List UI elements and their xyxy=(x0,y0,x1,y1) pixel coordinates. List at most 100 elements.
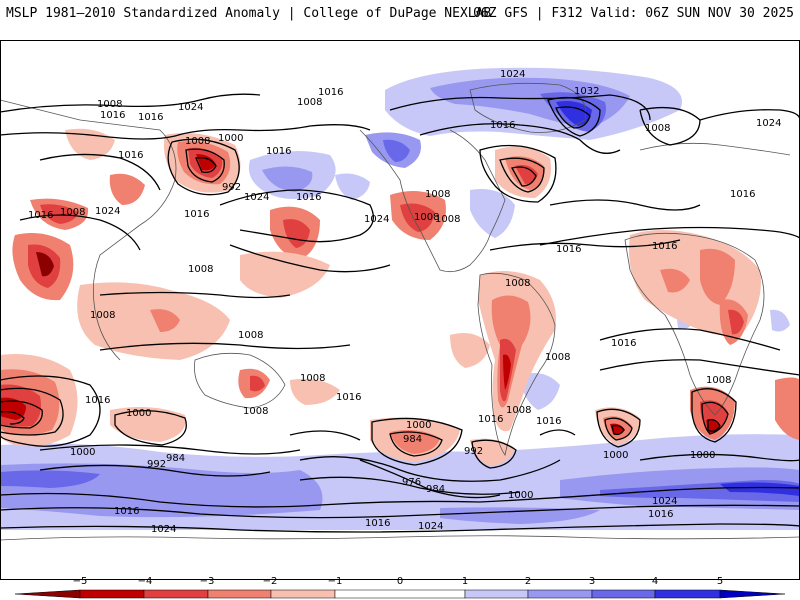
coastlines xyxy=(0,82,800,541)
colorbar-ticks: −5 −4 −3 −2 −1 0 1 2 3 4 5 xyxy=(73,576,724,587)
colorbar-tick-label: −2 xyxy=(263,576,278,587)
isobar-label: 1024 xyxy=(500,69,525,80)
isobar-label: 1016 xyxy=(611,338,636,349)
isobar-label: 1024 xyxy=(244,192,269,203)
isobar-label: 1000 xyxy=(70,447,95,458)
isobar-label: 1008 xyxy=(300,373,325,384)
colorbar-tick-label: −5 xyxy=(73,576,88,587)
isobar-label: 1016 xyxy=(556,244,581,255)
isobar-label: 1008 xyxy=(188,264,213,275)
isobar-label: 1008 xyxy=(706,375,731,386)
colorbar-swatch xyxy=(143,589,209,599)
isobar-label: 1024 xyxy=(756,118,781,129)
south-america-coastline xyxy=(477,272,556,456)
colorbar-tick-label: 0 xyxy=(397,576,403,587)
isobar-label: 1024 xyxy=(652,496,677,507)
isobar-label: 1000 xyxy=(406,420,431,431)
colorbar: −5 −4 −3 −2 −1 0 1 2 3 4 5 xyxy=(14,576,786,599)
isobar-label: 1024 xyxy=(151,524,176,535)
colorbar-swatch xyxy=(527,589,593,599)
colorbar-swatch xyxy=(334,589,466,599)
isobar-label: 992 xyxy=(222,182,241,193)
isobar-label: 1016 xyxy=(336,392,361,403)
isobar-label: 1016 xyxy=(478,414,503,425)
isobar-label: 1016 xyxy=(648,509,673,520)
isobar-label: 1016 xyxy=(85,395,110,406)
isobar-label: 984 xyxy=(166,453,185,464)
isobar-label: 1024 xyxy=(418,521,443,532)
isobar-label: 1000 xyxy=(690,450,715,461)
header: MSLP 1981–2010 Standardized Anomaly | Co… xyxy=(0,0,800,40)
isobar-label: 1016 xyxy=(28,210,53,221)
isobar-label: 1016 xyxy=(652,241,677,252)
isobar-label: 1000 xyxy=(126,408,151,419)
isobar-label: 1016 xyxy=(318,87,343,98)
isobar-label: 1016 xyxy=(184,209,209,220)
colorbar-swatch xyxy=(654,589,721,599)
colorbar-swatch xyxy=(207,589,272,599)
isobar-labels: 1024 1008 1016 1016 1024 1008 1016 1032 … xyxy=(28,69,781,535)
left-title: MSLP 1981–2010 Standardized Anomaly | Co… xyxy=(6,6,492,21)
isobar-label: 1008 xyxy=(545,352,570,363)
colorbar-tick-label: 5 xyxy=(717,576,723,587)
colorbar-swatch xyxy=(79,589,145,599)
isobar-label: 992 xyxy=(147,459,166,470)
isobar-label: 1024 xyxy=(178,102,203,113)
isobar-label: 1016 xyxy=(365,518,390,529)
map-canvas: 1024 1008 1016 1016 1024 1008 1016 1032 … xyxy=(0,40,800,580)
isobar-label: 1008 xyxy=(425,189,450,200)
isobar-label: 1008 xyxy=(97,99,122,110)
colorbar-tick-label: 2 xyxy=(525,576,531,587)
isobar-label: 1024 xyxy=(364,214,389,225)
isobar-label: 1016 xyxy=(114,506,139,517)
colorbar-swatch xyxy=(591,589,656,599)
isobar-label: 1016 xyxy=(536,416,561,427)
colorbar-swatches xyxy=(14,589,786,599)
isobar-label: 1008 xyxy=(297,97,322,108)
isobar-label: 1016 xyxy=(490,120,515,131)
isobar-label: 1008 xyxy=(60,207,85,218)
antarctica-coastline xyxy=(0,535,800,541)
isobar-label: 1024 xyxy=(95,206,120,217)
colorbar-swatch xyxy=(270,589,336,599)
isobar-label: 1016 xyxy=(118,150,143,161)
isobar-label: 984 xyxy=(403,434,422,445)
isobar-label: 1008 xyxy=(243,406,268,417)
colorbar-arrow-right xyxy=(719,589,786,599)
isobar-label: 1000 xyxy=(508,490,533,501)
colorbar-tick-label: −1 xyxy=(328,576,343,587)
isobar-label: 1016 xyxy=(296,192,321,203)
isobar-label: 976 xyxy=(402,477,421,488)
right-title: 06Z GFS | F312 Valid: 06Z SUN NOV 30 202… xyxy=(473,6,794,21)
isobar-label: 1008 xyxy=(90,310,115,321)
isobar-label: 1000 xyxy=(603,450,628,461)
colorbar-swatch xyxy=(464,589,529,599)
isobar-label: 1008 xyxy=(185,136,210,147)
negative-anomalies xyxy=(0,128,800,466)
isobar-label: 1008 xyxy=(238,330,263,341)
colorbar-tick-label: 4 xyxy=(652,576,658,587)
colorbar-arrow-left xyxy=(14,589,81,599)
isobar-label: 1008 xyxy=(505,278,530,289)
isobar-label: 1008 xyxy=(645,123,670,134)
greenland-coastline xyxy=(469,82,587,133)
isobar-label: 1032 xyxy=(574,86,599,97)
colorbar-tick-label: 1 xyxy=(462,576,468,587)
isobar-label: 1016 xyxy=(730,189,755,200)
isobar-label: 1016 xyxy=(266,146,291,157)
isobar-label: 1016 xyxy=(100,110,125,121)
isobar-label: 1000 xyxy=(218,133,243,144)
isobar-label: 1016 xyxy=(138,112,163,123)
africa-coastline xyxy=(624,232,765,416)
isobar-contours xyxy=(0,93,800,533)
isobar-label: 992 xyxy=(464,446,483,457)
colorbar-tick-label: −3 xyxy=(200,576,215,587)
colorbar-tick-label: 3 xyxy=(589,576,595,587)
isobar-label: 1008 xyxy=(506,405,531,416)
australia-coastline xyxy=(194,352,286,409)
europe-coastline xyxy=(639,142,791,156)
colorbar-tick-label: −4 xyxy=(138,576,153,587)
asia-coastline xyxy=(0,99,177,361)
isobar-label: 984 xyxy=(426,484,445,495)
isobar-label: 1008 xyxy=(414,212,439,223)
